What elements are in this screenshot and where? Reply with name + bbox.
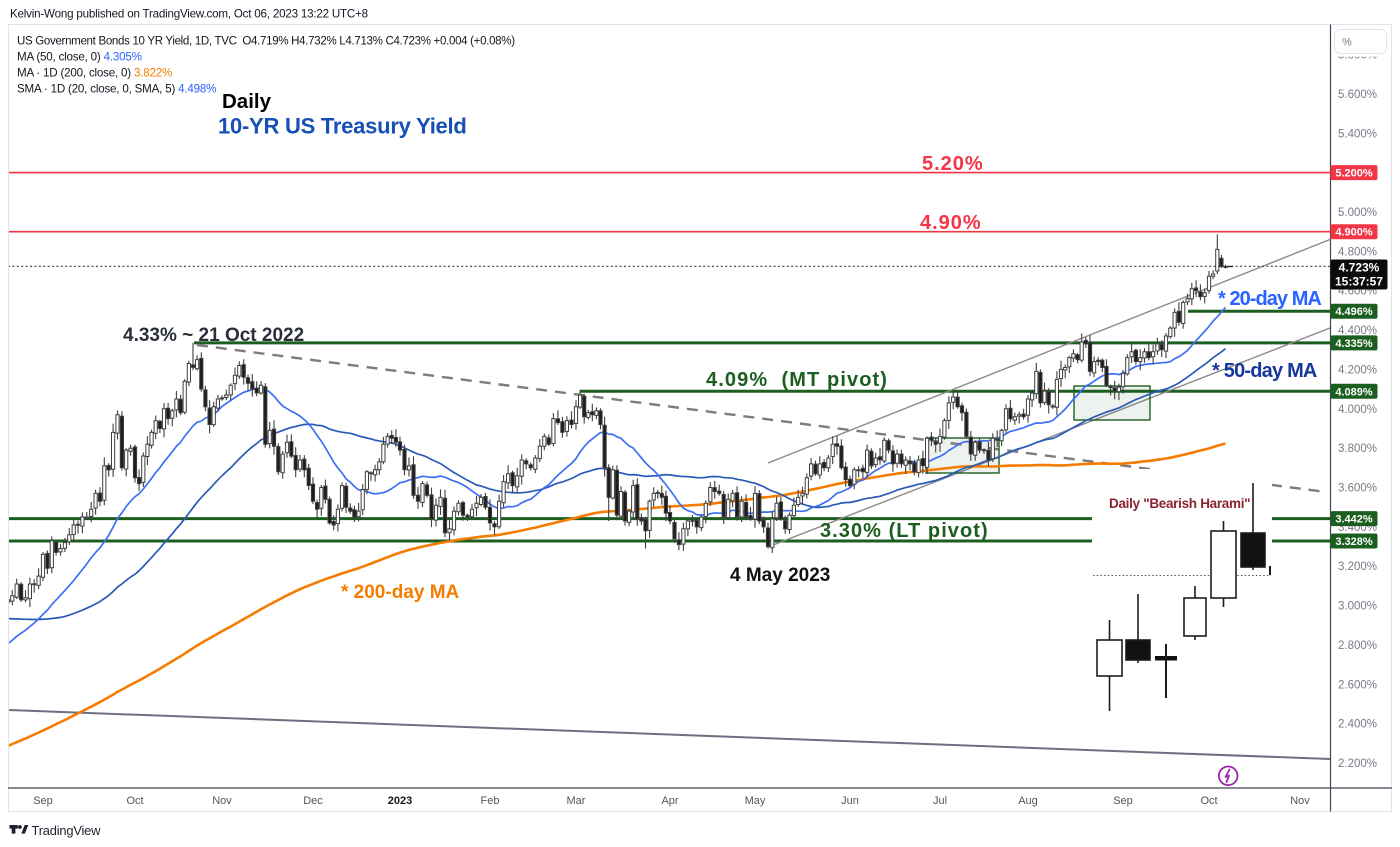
svg-text:4.723%: 4.723% bbox=[1339, 261, 1380, 275]
svg-text:* 200-day MA: * 200-day MA bbox=[341, 582, 460, 603]
svg-text:15:37:57: 15:37:57 bbox=[1335, 275, 1383, 289]
svg-text:Oct: Oct bbox=[126, 795, 143, 807]
svg-text:4.800%: 4.800% bbox=[1338, 246, 1377, 258]
svg-text:3.442%: 3.442% bbox=[1335, 514, 1373, 526]
svg-text:5.800%: 5.800% bbox=[1338, 50, 1377, 62]
svg-text:Sep: Sep bbox=[1113, 795, 1133, 807]
svg-text:5.400%: 5.400% bbox=[1338, 128, 1377, 140]
svg-text:Dec: Dec bbox=[303, 795, 323, 807]
svg-text:May: May bbox=[745, 795, 766, 807]
svg-text:Daily "Bearish Harami": Daily "Bearish Harami" bbox=[1109, 496, 1250, 511]
svg-text:3.800%: 3.800% bbox=[1338, 443, 1377, 455]
svg-text:3.30% (LT pivot): 3.30% (LT pivot) bbox=[820, 520, 989, 542]
svg-text:5.20%: 5.20% bbox=[922, 153, 984, 175]
svg-text:4.33% ~ 21 Oct 2022: 4.33% ~ 21 Oct 2022 bbox=[123, 325, 304, 346]
svg-text:Daily: Daily bbox=[222, 90, 272, 113]
svg-text:4.000%: 4.000% bbox=[1338, 404, 1377, 416]
svg-text:4.900%: 4.900% bbox=[1335, 227, 1373, 239]
svg-text:4.09% (MT pivot): 4.09% (MT pivot) bbox=[706, 369, 888, 391]
svg-text:Jun: Jun bbox=[841, 795, 859, 807]
svg-text:2.200%: 2.200% bbox=[1338, 758, 1377, 770]
svg-text:Sep: Sep bbox=[33, 795, 53, 807]
svg-text:4.90%: 4.90% bbox=[920, 212, 982, 234]
svg-text:Apr: Apr bbox=[661, 795, 678, 807]
svg-text:* 50-day MA: * 50-day MA bbox=[1212, 360, 1317, 382]
svg-text:4 May 2023: 4 May 2023 bbox=[730, 565, 830, 586]
svg-text:4.496%: 4.496% bbox=[1335, 306, 1373, 318]
svg-text:3.600%: 3.600% bbox=[1338, 483, 1377, 495]
svg-text:Nov: Nov bbox=[1290, 795, 1310, 807]
svg-text:3.328%: 3.328% bbox=[1335, 536, 1373, 548]
svg-text:%: % bbox=[1342, 37, 1352, 49]
svg-text:3.200%: 3.200% bbox=[1338, 561, 1377, 573]
svg-text:5.200%: 5.200% bbox=[1335, 168, 1373, 180]
svg-text:Mar: Mar bbox=[567, 795, 586, 807]
svg-text:2.800%: 2.800% bbox=[1338, 640, 1377, 652]
svg-text:2.400%: 2.400% bbox=[1338, 719, 1377, 731]
svg-text:4.089%: 4.089% bbox=[1335, 386, 1373, 398]
svg-text:MA · 1D (200, close, 0) 3.822%: MA · 1D (200, close, 0) 3.822% bbox=[17, 67, 172, 80]
svg-text:Aug: Aug bbox=[1018, 795, 1038, 807]
svg-text:MA (50, close, 0) 4.305%: MA (50, close, 0) 4.305% bbox=[17, 51, 142, 64]
svg-text:TradingView: TradingView bbox=[32, 823, 102, 838]
svg-text:10-YR US Treasury Yield: 10-YR US Treasury Yield bbox=[218, 114, 467, 139]
svg-text:5.000%: 5.000% bbox=[1338, 207, 1377, 219]
svg-text:2023: 2023 bbox=[388, 795, 412, 807]
svg-text:US Government Bonds 10 YR Yiel: US Government Bonds 10 YR Yield, 1D, TVC… bbox=[17, 36, 515, 48]
svg-text:Feb: Feb bbox=[481, 795, 500, 807]
svg-text:3.000%: 3.000% bbox=[1338, 601, 1377, 613]
svg-text:2.600%: 2.600% bbox=[1338, 679, 1377, 691]
svg-text:Kelvin-Wong published on Tradi: Kelvin-Wong published on TradingView.com… bbox=[10, 8, 368, 21]
svg-text:5.600%: 5.600% bbox=[1338, 89, 1377, 101]
svg-text:* 20-day MA: * 20-day MA bbox=[1218, 288, 1321, 310]
svg-text:4.335%: 4.335% bbox=[1335, 338, 1373, 350]
svg-text:4.400%: 4.400% bbox=[1338, 325, 1377, 337]
svg-text:4.200%: 4.200% bbox=[1338, 364, 1377, 376]
svg-text:Oct: Oct bbox=[1200, 795, 1217, 807]
svg-text:SMA · 1D (20, close, 0, SMA, 5: SMA · 1D (20, close, 0, SMA, 5) 4.498% bbox=[17, 83, 216, 96]
svg-text:Nov: Nov bbox=[212, 795, 232, 807]
svg-text:Jul: Jul bbox=[933, 795, 947, 807]
